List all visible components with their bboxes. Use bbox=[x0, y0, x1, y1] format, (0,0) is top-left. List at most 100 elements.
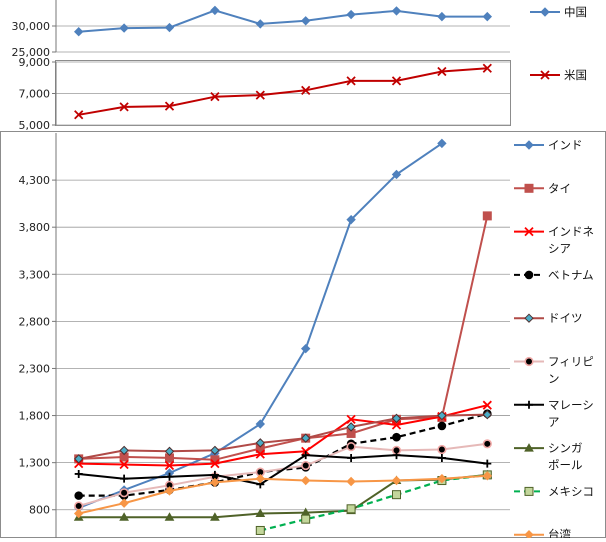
chart-mid-series-0-point bbox=[437, 66, 447, 77]
chart-mid-series-0-point bbox=[482, 63, 492, 73]
chart-top-series-0-line bbox=[78, 9, 488, 33]
chart-bottom-series-2-point bbox=[255, 449, 265, 459]
legend-bottom-6-label: ア bbox=[548, 415, 560, 429]
chart-bottom-series-2-point bbox=[482, 400, 492, 410]
chart-bottom-series-2-point bbox=[346, 414, 356, 424]
chart-mid-series-0-line bbox=[78, 67, 488, 116]
chart-top-series-0-point bbox=[255, 19, 266, 29]
chart-bottom-series-5-point bbox=[301, 460, 311, 471]
chart-bottom-series-9-point bbox=[482, 471, 493, 481]
chart-bottom-series-1-line bbox=[78, 215, 489, 461]
chart-bottom-series-2-point bbox=[74, 458, 84, 469]
chart-bottom-series-4-point bbox=[437, 410, 447, 421]
legend-bottom-5-label: フィリピ bbox=[548, 355, 594, 369]
legend-bottom-7-label: シンガ bbox=[548, 441, 583, 455]
legend-bottom-5-marker bbox=[524, 356, 534, 367]
chart-bottom-series-5-point bbox=[74, 501, 84, 511]
chart-bottom-series-4-point bbox=[391, 413, 402, 424]
chart-bottom-border bbox=[0, 131, 606, 538]
chart-bottom-series-6-point bbox=[74, 469, 83, 478]
chart-bottom-series-4-line bbox=[78, 413, 488, 460]
chart-mid-series-0-point bbox=[391, 76, 402, 86]
chart-bottom-series-2-point bbox=[164, 460, 175, 471]
chart-bottom-series-6-point bbox=[483, 459, 492, 468]
legend-bottom-6-label: マレーシ bbox=[548, 398, 594, 412]
chart-bottom-series-4-point bbox=[164, 446, 175, 457]
legend-bottom-2-label: シア bbox=[548, 242, 571, 256]
chart-bottom-series-6-point bbox=[347, 453, 356, 462]
chart-top-ytick-label: 30,000 bbox=[12, 20, 51, 33]
legend-top-0-label: 中国 bbox=[564, 5, 587, 19]
chart-bottom-series-8-point bbox=[346, 504, 356, 514]
chart-bottom-series-3-point bbox=[437, 421, 447, 431]
chart-bottom-series-5-point bbox=[346, 442, 356, 452]
chart-top-series-0-point bbox=[210, 5, 220, 16]
legend-bottom-6-marker bbox=[525, 400, 533, 409]
chart-bottom-ytick-label: 2,800 bbox=[19, 315, 51, 328]
legend-bottom-2-label: インドネ bbox=[548, 225, 594, 239]
chart-top-series-0-point bbox=[73, 27, 84, 37]
chart-bottom-series-5-point bbox=[482, 439, 492, 449]
legend-bottom-1-label: タイ bbox=[548, 181, 571, 195]
chart-top-series-0-point bbox=[300, 16, 311, 26]
chart-top-ytick-label: 25,000 bbox=[12, 46, 51, 59]
chart-bottom-series-0 bbox=[73, 138, 447, 513]
chart-bottom-series-9-point bbox=[346, 476, 356, 487]
chart-bottom-ytick-label: 800 bbox=[29, 504, 50, 517]
chart-bottom-series-8-point bbox=[255, 525, 265, 535]
chart-top-series-0-point bbox=[119, 23, 129, 33]
chart-bottom-series-7-point bbox=[255, 508, 266, 518]
chart-mid-series-0-point bbox=[210, 92, 220, 102]
chart-bottom-ytick-label: 2,300 bbox=[19, 362, 51, 375]
chart-bottom-series-7-point bbox=[119, 512, 129, 521]
legend-bottom-0-marker bbox=[524, 140, 534, 150]
chart-top-series-0-point bbox=[391, 6, 402, 16]
legend-bottom-1-marker bbox=[524, 183, 534, 193]
chart-bottom-series-6-point bbox=[301, 451, 310, 460]
chart-bottom-series-1-point bbox=[482, 211, 492, 221]
chart-bottom-series-6-point bbox=[392, 451, 401, 460]
chart-bottom-series-7-point bbox=[210, 512, 220, 521]
legend-bottom-0-label: インド bbox=[548, 138, 583, 152]
legend-bottom-7-label: ポール bbox=[548, 458, 583, 472]
chart-bottom-series-2 bbox=[74, 400, 492, 471]
chart-bottom-series-6-point bbox=[437, 453, 446, 462]
chart-top-series-0-point bbox=[437, 11, 447, 22]
chart-bottom-series-4-point bbox=[119, 445, 129, 456]
chart-top-series-0-point bbox=[164, 22, 175, 33]
chart-bottom-series-9-point bbox=[391, 475, 402, 486]
chart-bottom-series-3-point bbox=[392, 432, 401, 442]
chart-mid-ytick-label: 5,000 bbox=[19, 119, 51, 132]
legend-top-0-marker bbox=[540, 7, 550, 17]
chart-mid-series-0-point bbox=[255, 90, 265, 100]
chart-bottom-series-6-line bbox=[78, 454, 488, 486]
chart-bottom-series-7-line bbox=[78, 473, 488, 519]
legend-bottom-2-marker bbox=[524, 226, 534, 237]
chart-bottom-ytick-label: 3,300 bbox=[19, 268, 51, 281]
legend-bottom-4-marker bbox=[524, 313, 534, 323]
legend-bottom-8-marker bbox=[524, 486, 534, 496]
chart-bottom-series-6-point bbox=[210, 470, 219, 479]
chart-bottom-series-6-point bbox=[165, 472, 174, 481]
legend-bottom-9-label: 台湾 bbox=[548, 528, 571, 538]
chart-bottom-series-8-point bbox=[392, 490, 401, 500]
chart-bottom-series-2-line bbox=[78, 404, 488, 467]
chart-bottom-series-4-point bbox=[300, 433, 311, 443]
chart-top-series-0-point bbox=[346, 9, 356, 20]
chart-bottom-series-4 bbox=[73, 409, 493, 464]
legend-bottom-5-label: ン bbox=[548, 372, 560, 386]
chart-mid-ytick-label: 7,000 bbox=[19, 88, 51, 101]
chart-bottom-series-9-point bbox=[300, 475, 311, 486]
chart-bottom-ytick-label: 4,300 bbox=[19, 174, 51, 187]
chart-bottom-series-0-point bbox=[300, 343, 311, 354]
chart-bottom-series-8-point bbox=[301, 514, 311, 524]
chart-bottom-series-1 bbox=[74, 211, 492, 465]
chart-bottom-series-2-point bbox=[119, 459, 129, 470]
chart-bottom-series-3-point bbox=[74, 491, 83, 500]
chart-bottom-ytick-label: 1,300 bbox=[19, 457, 51, 470]
chart-bottom-series-8-line bbox=[260, 473, 488, 532]
legend-mid-0-label: 米国 bbox=[564, 68, 587, 82]
legend-mid-0-marker bbox=[540, 70, 550, 80]
